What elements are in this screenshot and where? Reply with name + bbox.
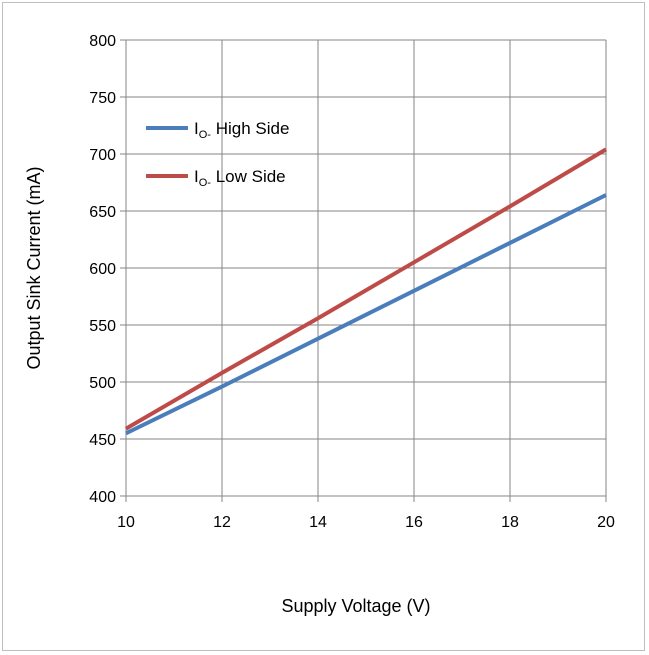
y-tick-label: 500 [89,375,116,392]
x-axis-title: Supply Voltage (V) [281,596,430,616]
grid-lines [125,39,607,497]
y-tick-label: 450 [89,432,116,449]
x-tick-label: 18 [501,514,519,531]
legend-label: IO- High Side [194,119,289,141]
series-lines [124,147,608,436]
legend-entry-1: IO- High Side [146,119,289,141]
series-line-2 [124,147,608,431]
y-tick-label: 600 [89,261,116,278]
x-axis-ticks: 10 12 14 16 18 20 [117,496,615,531]
legend-label: IO- Low Side [194,167,286,189]
y-tick-label: 800 [89,33,116,50]
x-tick-label: 10 [117,514,135,531]
x-tick-label: 20 [597,514,615,531]
y-tick-label: 650 [89,204,116,221]
series-line-1 [125,193,607,436]
x-tick-label: 12 [213,514,231,531]
x-tick-label: 16 [405,514,423,531]
legend: IO- High Side IO- Low Side [146,119,289,189]
y-axis-title: Output Sink Current (mA) [24,166,44,369]
y-tick-label: 400 [89,489,116,506]
y-tick-label: 750 [89,90,116,107]
x-tick-label: 14 [309,514,327,531]
y-axis-ticks: 400 450 500 550 600 650 700 750 800 [89,33,126,506]
y-tick-label: 700 [89,147,116,164]
y-tick-label: 550 [89,318,116,335]
legend-entry-2: IO- Low Side [146,167,286,189]
